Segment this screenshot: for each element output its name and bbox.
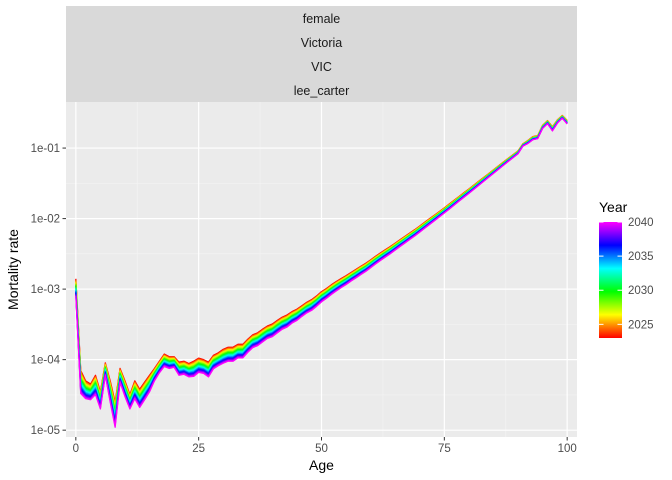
y-tick-label: 1e-04 [31, 355, 61, 367]
legend-title: Year [599, 199, 628, 215]
x-axis: 0 25 50 75 100 [73, 437, 577, 455]
legend-label: 2030 [628, 285, 654, 297]
x-tick-label: 75 [438, 443, 451, 455]
gridlines [66, 102, 577, 437]
y-tick-label: 1e-01 [31, 143, 60, 155]
facet-strip-label-sex: female [303, 12, 341, 26]
y-axis-title: Mortality rate [5, 229, 21, 310]
y-axis: 1e-05 1e-04 1e-03 1e-02 1e-01 [31, 143, 66, 437]
y-tick-label: 1e-02 [31, 214, 60, 226]
legend-label: 2035 [628, 251, 654, 263]
x-axis-title: Age [309, 457, 334, 473]
facet-strip-label-model: lee_carter [294, 84, 350, 98]
legend-label: 2040 [628, 217, 654, 229]
facet-strip [66, 6, 577, 102]
x-tick-label: 0 [73, 443, 79, 455]
x-tick-label: 100 [558, 443, 577, 455]
legend-ticks: 2025 2030 2035 2040 [599, 217, 654, 331]
facet-strip-label-code: VIC [311, 60, 332, 74]
series-lines [75, 114, 568, 428]
legend-colorbar [599, 222, 622, 338]
x-tick-label: 25 [192, 443, 205, 455]
facet-strip-label-state: Victoria [301, 36, 343, 50]
y-tick-label: 1e-03 [31, 284, 60, 296]
series-line-2040 [75, 117, 568, 428]
x-tick-label: 50 [315, 443, 328, 455]
legend-label: 2025 [628, 319, 654, 331]
y-tick-label: 1e-05 [31, 425, 60, 437]
